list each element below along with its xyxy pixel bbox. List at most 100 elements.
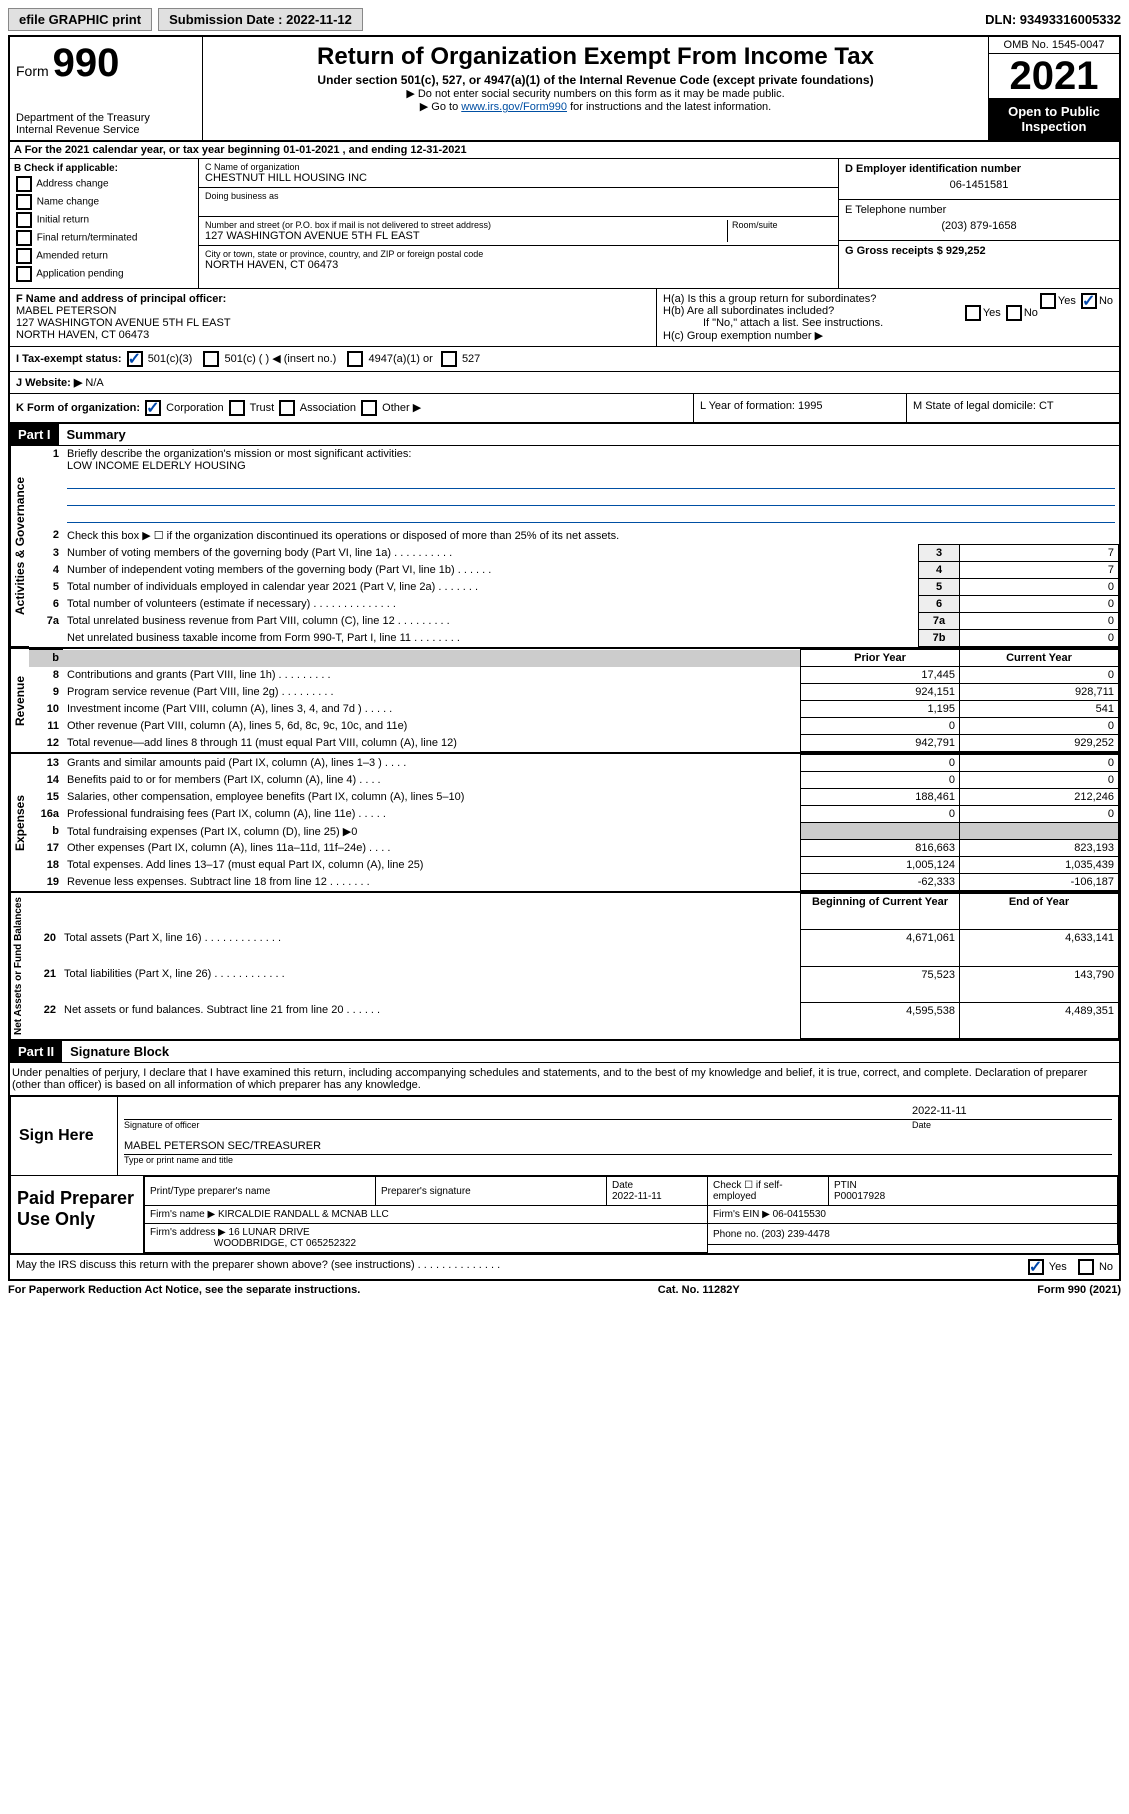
governance-label: Activities & Governance bbox=[10, 446, 29, 647]
dln: DLN: 93493316005332 bbox=[985, 12, 1121, 27]
preparer-date-label: Date bbox=[612, 1180, 633, 1191]
hb-note: If "No," attach a list. See instructions… bbox=[663, 317, 1113, 329]
summary-row: 19Revenue less expenses. Subtract line 1… bbox=[29, 874, 1119, 891]
note-pre: ▶ Go to bbox=[420, 101, 461, 113]
footer-catno: Cat. No. 11282Y bbox=[658, 1284, 740, 1296]
revenue-label: Revenue bbox=[10, 649, 29, 752]
firm-phone: (203) 239-4478 bbox=[761, 1229, 829, 1240]
chk-4947[interactable] bbox=[347, 351, 363, 367]
summary-row: 21Total liabilities (Part X, line 26) . … bbox=[26, 966, 1119, 1002]
addr-label: Number and street (or P.O. box if mail i… bbox=[205, 220, 727, 230]
expenses-label: Expenses bbox=[10, 754, 29, 891]
irs-label: Internal Revenue Service bbox=[16, 124, 196, 136]
chk-association[interactable] bbox=[279, 400, 295, 416]
firm-ein-label: Firm's EIN ▶ bbox=[713, 1209, 770, 1220]
chk-corporation[interactable] bbox=[145, 400, 161, 416]
org-address: 127 WASHINGTON AVENUE 5TH FL EAST bbox=[205, 230, 727, 242]
sign-date: 2022-11-11 bbox=[912, 1105, 1112, 1117]
governance-row: Net unrelated business taxable income fr… bbox=[29, 630, 1119, 647]
summary-row: 8Contributions and grants (Part VIII, li… bbox=[29, 667, 1119, 684]
ptin-label: PTIN bbox=[834, 1180, 857, 1191]
note-post: for instructions and the latest informat… bbox=[567, 101, 771, 113]
topbar: efile GRAPHIC print Submission Date : 20… bbox=[8, 8, 1121, 31]
governance-row: 4Number of independent voting members of… bbox=[29, 562, 1119, 579]
summary-row: 16aProfessional fundraising fees (Part I… bbox=[29, 806, 1119, 823]
form-990-number: 990 bbox=[53, 41, 120, 86]
chk-address-change[interactable]: Address change bbox=[14, 176, 194, 192]
part1-title: Summary bbox=[59, 424, 134, 445]
ein-label: D Employer identification number bbox=[845, 163, 1113, 175]
sig-date-label: Date bbox=[912, 1120, 1112, 1130]
ein-value: 06-1451581 bbox=[845, 175, 1113, 195]
section-b-heading: B Check if applicable: bbox=[14, 163, 194, 174]
city-label: City or town, state or province, country… bbox=[205, 249, 832, 259]
officer-addr2: NORTH HAVEN, CT 06473 bbox=[16, 329, 650, 341]
officer-label: F Name and address of principal officer: bbox=[16, 293, 650, 305]
footer-paperwork: For Paperwork Reduction Act Notice, see … bbox=[8, 1284, 360, 1296]
phone-label: E Telephone number bbox=[845, 204, 1113, 216]
room-label: Room/suite bbox=[732, 220, 832, 230]
governance-row: 7aTotal unrelated business revenue from … bbox=[29, 613, 1119, 630]
paid-preparer-label: Paid Preparer Use Only bbox=[11, 1176, 144, 1253]
phone-value: (203) 879-1658 bbox=[845, 216, 1113, 236]
summary-row: 12Total revenue—add lines 8 through 11 (… bbox=[29, 735, 1119, 752]
open-public-badge: Open to Public Inspection bbox=[989, 98, 1119, 140]
line2-discontinued: Check this box ▶ ☐ if the organization d… bbox=[63, 527, 1119, 545]
note-link: ▶ Go to www.irs.gov/Form990 for instruct… bbox=[207, 100, 984, 113]
self-employed-chk[interactable]: Check ☐ if self-employed bbox=[708, 1177, 829, 1206]
firm-addr1: 16 LUNAR DRIVE bbox=[229, 1227, 310, 1238]
org-city: NORTH HAVEN, CT 06473 bbox=[205, 259, 832, 271]
firm-ein: 06-0415530 bbox=[773, 1209, 826, 1220]
netassets-label: Net Assets or Fund Balances bbox=[10, 893, 26, 1039]
summary-row: 20Total assets (Part X, line 16) . . . .… bbox=[26, 930, 1119, 966]
chk-application-pending[interactable]: Application pending bbox=[14, 266, 194, 282]
end-year-header: End of Year bbox=[960, 894, 1119, 930]
hc-group-exemption: H(c) Group exemption number ▶ bbox=[663, 329, 1113, 342]
chk-amended[interactable]: Amended return bbox=[14, 248, 194, 264]
mission-label: Briefly describe the organization's miss… bbox=[67, 448, 411, 460]
year-formation: L Year of formation: 1995 bbox=[693, 394, 906, 422]
discuss-yes[interactable] bbox=[1028, 1259, 1044, 1275]
current-year-header: Current Year bbox=[960, 650, 1119, 667]
name-title-label: Type or print name and title bbox=[124, 1155, 1112, 1165]
dept-treasury: Department of the Treasury bbox=[16, 112, 196, 124]
discuss-row: May the IRS discuss this return with the… bbox=[10, 1254, 1119, 1279]
website-label: J Website: ▶ bbox=[16, 377, 82, 389]
chk-527[interactable] bbox=[441, 351, 457, 367]
perjury-statement: Under penalties of perjury, I declare th… bbox=[10, 1063, 1119, 1095]
summary-row: 11Other revenue (Part VIII, column (A), … bbox=[29, 718, 1119, 735]
chk-501c[interactable] bbox=[203, 351, 219, 367]
summary-row: 15Salaries, other compensation, employee… bbox=[29, 789, 1119, 806]
org-name-label: C Name of organization bbox=[205, 162, 832, 172]
chk-trust[interactable] bbox=[229, 400, 245, 416]
mission-value: LOW INCOME ELDERLY HOUSING bbox=[67, 460, 246, 472]
section-b-checkboxes: B Check if applicable: Address change Na… bbox=[10, 159, 199, 288]
chk-501c3[interactable] bbox=[127, 351, 143, 367]
part2-title: Signature Block bbox=[62, 1041, 177, 1062]
irs-link[interactable]: www.irs.gov/Form990 bbox=[461, 101, 567, 113]
chk-final-return[interactable]: Final return/terminated bbox=[14, 230, 194, 246]
firm-addr-label: Firm's address ▶ bbox=[150, 1227, 226, 1238]
summary-row: 10Investment income (Part VIII, column (… bbox=[29, 701, 1119, 718]
begin-year-header: Beginning of Current Year bbox=[801, 894, 960, 930]
preparer-sig-label: Preparer's signature bbox=[376, 1177, 607, 1206]
dba-label: Doing business as bbox=[205, 191, 832, 201]
note-ssn: ▶ Do not enter social security numbers o… bbox=[207, 87, 984, 100]
chk-other[interactable] bbox=[361, 400, 377, 416]
governance-row: 6Total number of volunteers (estimate if… bbox=[29, 596, 1119, 613]
omb-number: OMB No. 1545-0047 bbox=[989, 37, 1119, 54]
summary-row: 13Grants and similar amounts paid (Part … bbox=[29, 755, 1119, 772]
ha-group-return: H(a) Is this a group return for subordin… bbox=[663, 293, 1113, 305]
sign-here-label: Sign Here bbox=[11, 1097, 118, 1175]
summary-row: 9Program service revenue (Part VIII, lin… bbox=[29, 684, 1119, 701]
form-prefix: Form bbox=[16, 63, 49, 79]
chk-initial-return[interactable]: Initial return bbox=[14, 212, 194, 228]
summary-row: 14Benefits paid to or for members (Part … bbox=[29, 772, 1119, 789]
efile-print-button[interactable]: efile GRAPHIC print bbox=[8, 8, 152, 31]
summary-row: 22Net assets or fund balances. Subtract … bbox=[26, 1002, 1119, 1038]
discuss-no[interactable] bbox=[1078, 1259, 1094, 1275]
part1-header: Part I bbox=[10, 424, 59, 445]
firm-phone-label: Phone no. bbox=[713, 1229, 759, 1240]
chk-name-change[interactable]: Name change bbox=[14, 194, 194, 210]
preparer-date: 2022-11-11 bbox=[612, 1191, 662, 1202]
